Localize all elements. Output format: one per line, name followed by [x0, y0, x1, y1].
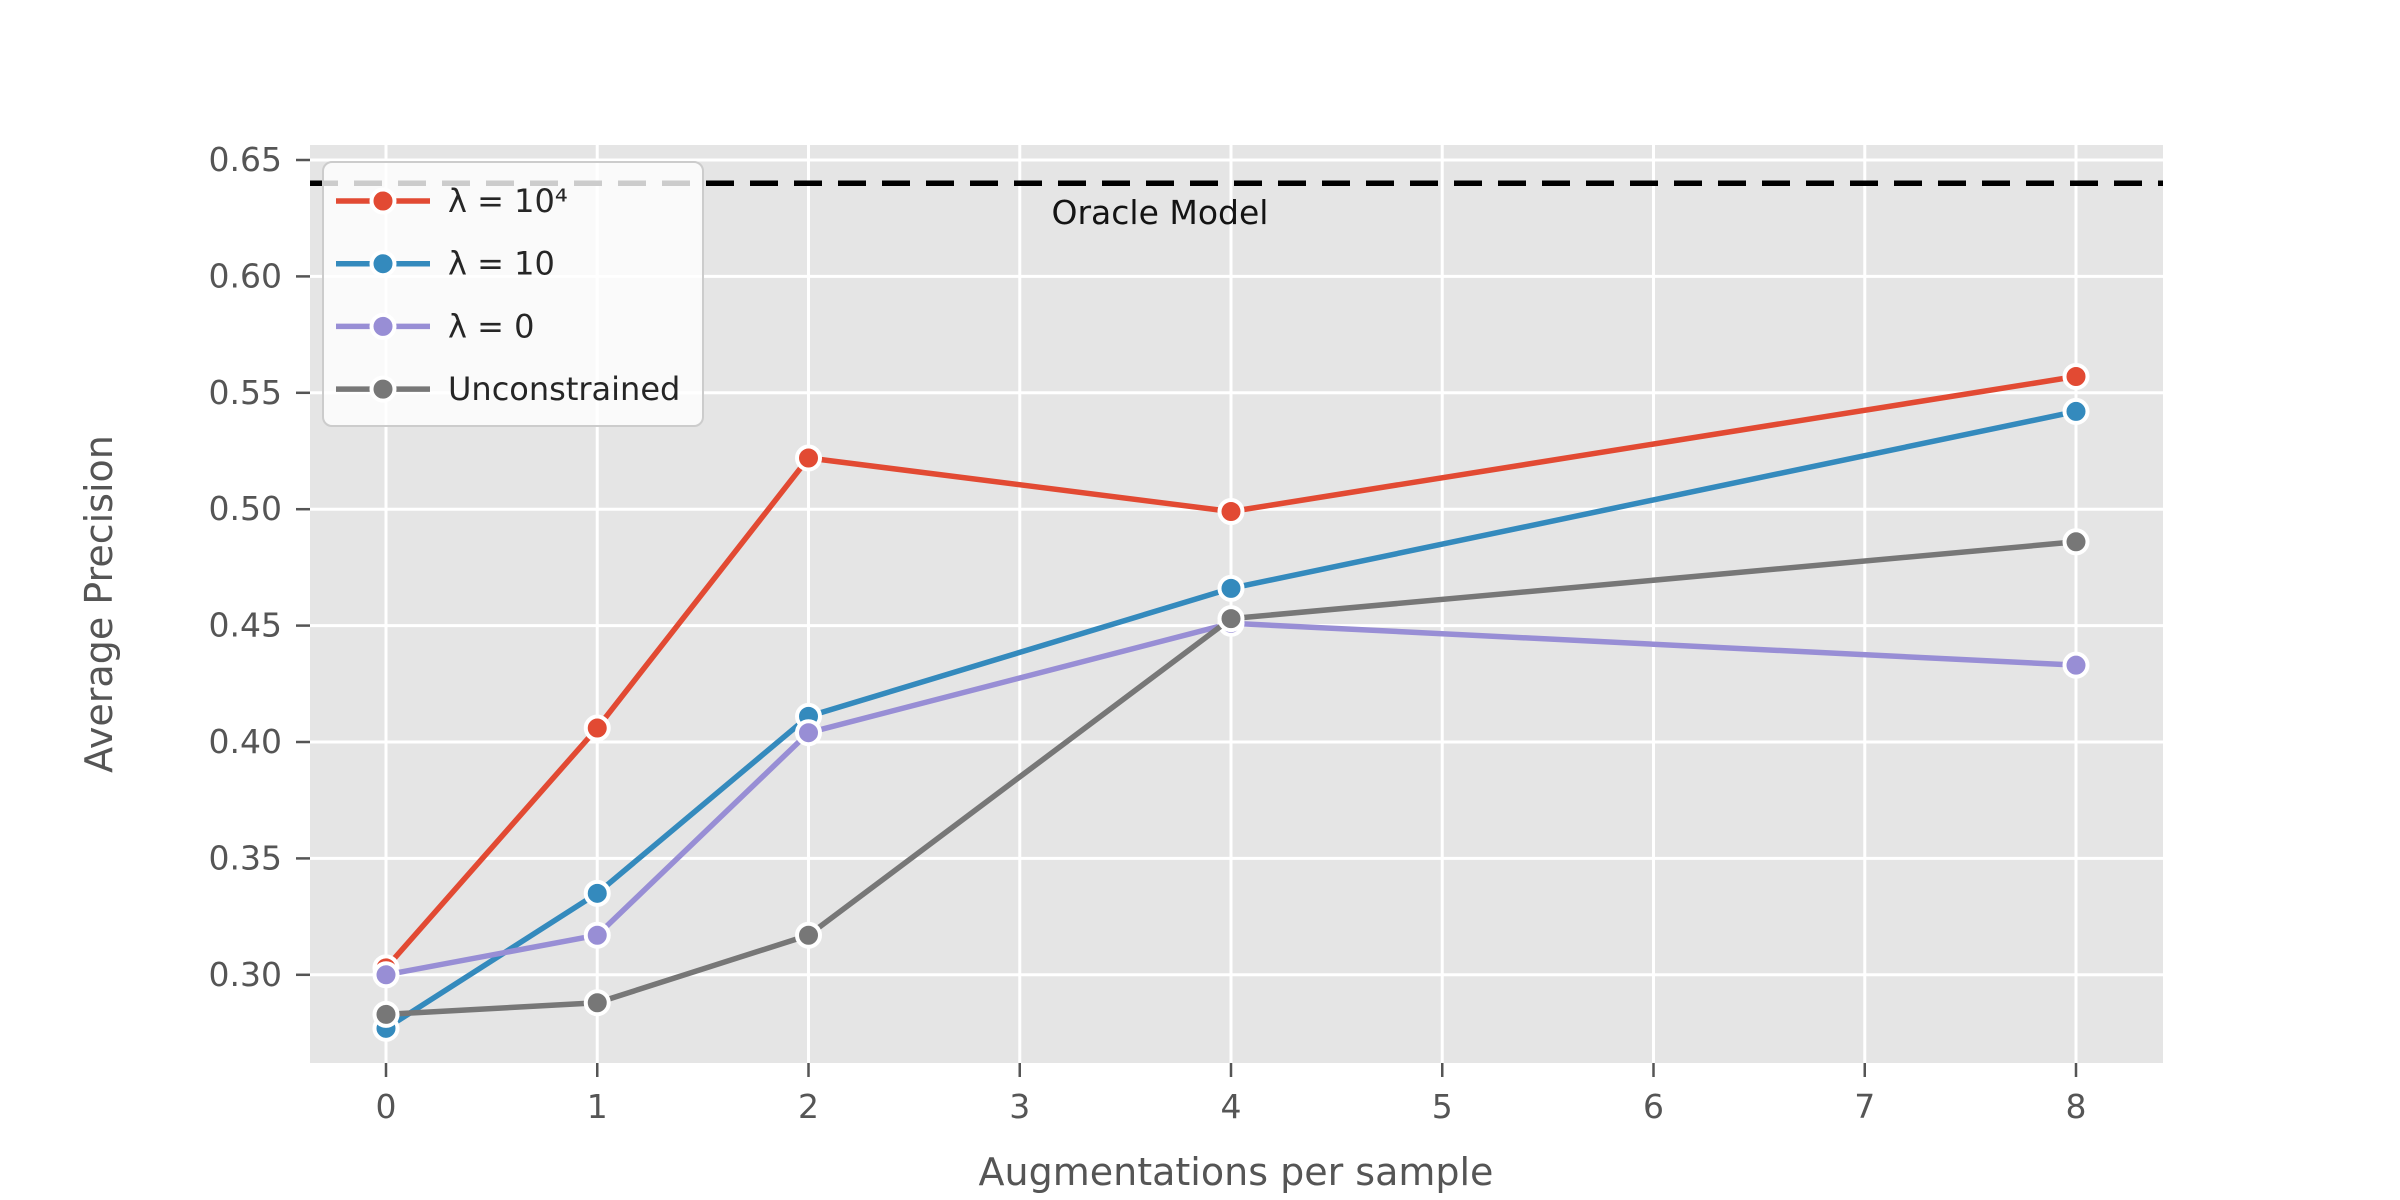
y-tick-label-0.55: 0.55: [209, 373, 282, 412]
y-tick-label-0.4: 0.40: [209, 722, 282, 761]
legend-symbol-marker-3: [369, 375, 397, 403]
legend-symbol-marker-1: [369, 250, 397, 278]
legend-box: [322, 161, 704, 427]
series-2-marker-x8: [2062, 651, 2090, 679]
series-3-marker-x0: [372, 1000, 400, 1028]
y-tick-label-0.65: 0.65: [209, 140, 282, 179]
y-axis-title: Average Precision: [77, 435, 121, 773]
series-1-marker-x1: [583, 879, 611, 907]
x-tick-label-3: 3: [1009, 1087, 1030, 1126]
series-3-marker-x2: [795, 921, 822, 949]
series-0-marker-x2: [795, 444, 822, 472]
y-tick-label-0.3: 0.30: [209, 955, 282, 994]
x-tick-label-4: 4: [1221, 1087, 1242, 1126]
series-2-marker-x2: [795, 719, 822, 747]
legend-label-3: Unconstrained: [448, 370, 680, 408]
series-1-marker-x4: [1217, 574, 1245, 602]
x-tick-label-1: 1: [587, 1087, 608, 1126]
y-tick-label-0.5: 0.50: [209, 489, 282, 528]
legend-symbol-marker-0: [369, 187, 397, 215]
plot-layer: 0 1 2 3 4 5 6 7 8 0.30 0.35 0.40 0.45 0.50 0.55 0.60 0.6…: [209, 140, 2163, 1126]
series-0-marker-x4: [1217, 498, 1245, 526]
legend-label-1: λ = 10: [448, 245, 555, 283]
x-axis-title: Augmentations per sample: [979, 1150, 1494, 1194]
x-tick-label-8: 8: [2066, 1087, 2087, 1126]
series-3-marker-x8: [2062, 528, 2090, 556]
series-3-marker-x4: [1217, 605, 1245, 633]
series-0-marker-x8: [2062, 363, 2090, 391]
x-tick-label-2: 2: [798, 1087, 819, 1126]
series-1-marker-x8: [2062, 397, 2090, 425]
x-tick-label-6: 6: [1643, 1087, 1664, 1126]
x-tick-label-0: 0: [376, 1087, 397, 1126]
y-tick-label-0.35: 0.35: [209, 838, 282, 877]
legend-symbol-marker-2: [369, 312, 397, 340]
y-tick-label-0.6: 0.60: [209, 256, 282, 295]
series-3-marker-x1: [583, 989, 611, 1017]
x-tick-label-5: 5: [1432, 1087, 1453, 1126]
series-2-marker-x1: [583, 921, 611, 949]
legend-label-2: λ = 0: [448, 307, 534, 345]
series-0-marker-x1: [583, 714, 611, 742]
series-2-marker-x0: [372, 961, 400, 989]
legend-label-0: λ = 10⁴: [448, 182, 568, 220]
oracle-line-label: Oracle Model: [1052, 193, 1269, 232]
x-tick-label-7: 7: [1854, 1087, 1875, 1126]
y-tick-label-0.45: 0.45: [209, 606, 282, 645]
